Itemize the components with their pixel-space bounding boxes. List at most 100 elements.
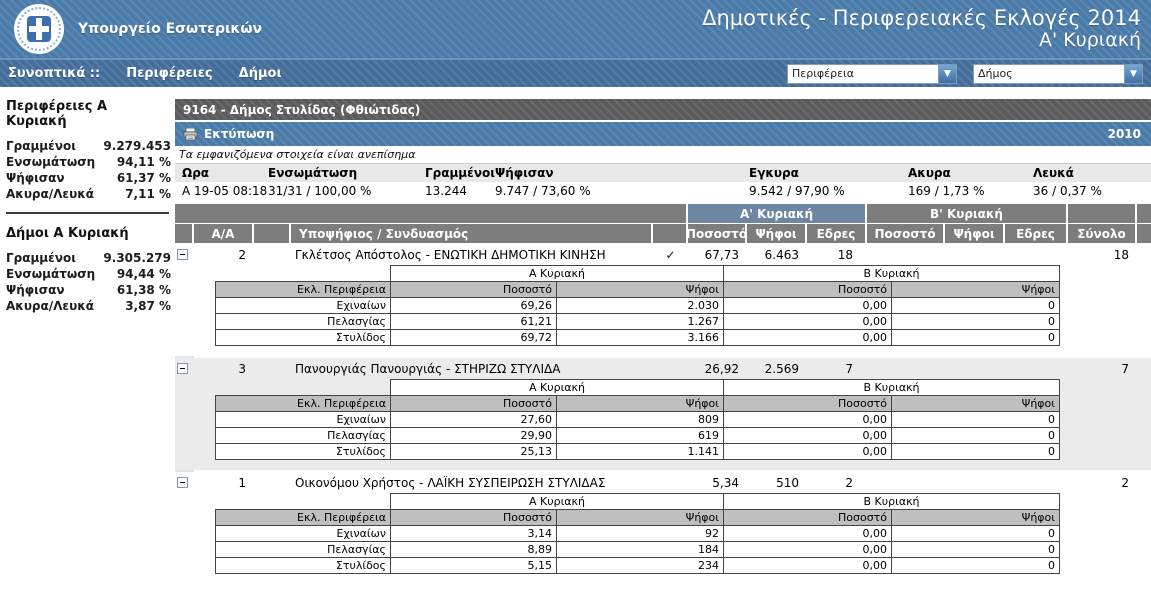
district-name: Εχιναίων [215, 525, 391, 542]
chevron-down-icon[interactable]: ▼ [938, 64, 956, 83]
district-votes-a-header: Ψήφοι [555, 509, 725, 526]
district-header-spacer [216, 494, 391, 510]
expand-column-header [175, 224, 194, 243]
district-breakdown: Α Κυριακή Β Κυριακή Εκλ. Περιφέρεια Ποσοστό… [175, 379, 1151, 470]
district-round-header-row: Α Κυριακή Β Κυριακή [216, 493, 1061, 510]
district-round-header-row: Α Κυριακή Β Κυριακή [216, 379, 1061, 396]
stats-header-row: Ωρα Ενσωμάτωση Γραμμένοι Ψήφισαν Εγκυρα Ακυρα… [175, 163, 1151, 182]
aa-cell: 3 [238, 361, 246, 376]
stats-value-cell: 169 / 1,73 % [908, 184, 985, 198]
district-pct-b: 0,00 [723, 313, 893, 330]
district-column-header-row: Εκλ. Περιφέρεια Ποσοστό Ψήφοι Ποσοστό Ψήφοι [215, 395, 1061, 412]
stat-label: Ενσωμάτωση [6, 155, 96, 169]
district-table: Α Κυριακή Β Κυριακή Εκλ. Περιφέρεια Ποσοστό… [215, 379, 1061, 460]
nav-item-perifereies[interactable]: Περιφέρειες [126, 66, 213, 81]
sidebar-divider [6, 212, 169, 214]
stats-header-cell: Ωρα [182, 166, 210, 180]
election-title: Δημοτικές - Περιφερειακές Εκλογές 2014 [702, 6, 1141, 30]
sidebar-section: Δήμοι Α Κυριακή Γραμμένοι 9.305.279 Ενσωμάτ… [6, 226, 171, 314]
results-table: Α' Κυριακή Β' Κυριακή Α/Α Υποψήφιος / Συ… [175, 204, 1151, 584]
page-title: Δημοτικές - Περιφερειακές Εκλογές 2014 Α… [702, 6, 1141, 52]
district-votes-a: 3.166 [555, 329, 725, 346]
district-pct-a-header: Ποσοστό [390, 281, 557, 298]
district-round-a-header: Α Κυριακή [389, 493, 725, 510]
district-pct-a: 5,15 [390, 557, 557, 574]
print-button[interactable]: Εκτύπωση [183, 127, 274, 141]
district-votes-a-header: Ψήφοι [555, 281, 725, 298]
district-table: Α Κυριακή Β Κυριακή Εκλ. Περιφέρεια Ποσοστό… [215, 493, 1061, 574]
collapse-toggle-icon[interactable] [177, 363, 188, 374]
greek-cross-shield-icon [27, 16, 51, 42]
district-pct-a: 27,60 [390, 411, 557, 428]
district-name: Πελασγίας [215, 313, 391, 330]
sidebar-section-title: Περιφέρειες Α Κυριακή [6, 99, 108, 129]
district-votes-b-header: Ψήφοι [891, 395, 1061, 412]
nav-selects: Περιφέρεια ▼ Δήμος ▼ [787, 63, 1143, 84]
sidebar-stat-row: Γραμμένοι 9.305.279 [6, 251, 171, 266]
seats-a-column-header: Εδρες [807, 224, 867, 243]
district-pct-b: 0,00 [723, 297, 893, 314]
nav-item-synoptika[interactable]: Συνοπτικά :: [8, 66, 101, 81]
stat-value: 7,11 % [125, 187, 171, 201]
district-pct-a: 69,72 [390, 329, 557, 346]
stat-value: 3,87 % [125, 299, 171, 313]
district-votes-b: 0 [891, 541, 1061, 558]
group-header-round-b: Β' Κυριακή [867, 204, 1068, 223]
district-votes-a: 234 [555, 557, 725, 574]
aa-cell: 1 [238, 475, 246, 490]
region-select[interactable]: Περιφέρεια ▼ [787, 63, 957, 84]
stats-value-cell: 9.542 / 97,90 % [749, 184, 845, 198]
stats-value-row: Α 19-05 08:18 31/31 / 100,00 % 13.244 9.747… [175, 182, 1151, 200]
seats-a-cell: 18 [837, 247, 853, 262]
brand: Υπουργείο Εσωτερικών [14, 4, 262, 54]
stats-value-cell: 9.747 / 73,60 % [495, 184, 591, 198]
district-votes-b: 0 [891, 297, 1061, 314]
chevron-down-icon[interactable]: ▼ [1124, 64, 1142, 83]
right-spacer-header [1137, 224, 1151, 243]
district-votes-b: 0 [891, 443, 1061, 460]
year-link[interactable]: 2010 [1107, 127, 1141, 141]
district-round-b-header: Β Κυριακή [723, 493, 1061, 510]
district-pct-a-header: Ποσοστό [390, 395, 557, 412]
expand-cell [175, 363, 194, 374]
seats-a-cell: 7 [845, 361, 853, 376]
district-votes-b: 0 [891, 525, 1061, 542]
candidate-row: 3 Πανουργιάς Πανουργιάς - ΣΤΗΡΙΖΩ ΣΤΥΛΙΔΑ… [175, 358, 1151, 379]
candidate-name: Γκλέτσος Απόστολος - ΕΝΩΤΙΚΗ ΔΗΜΟΤΙΚΗ ΚΙ… [295, 247, 606, 262]
elected-column-header [653, 224, 688, 243]
district-round-a-header: Α Κυριακή [389, 379, 725, 396]
votes-a-cell: 6.463 [764, 247, 799, 262]
district-pct-b: 0,00 [723, 329, 893, 346]
column-header-row: Α/Α Υποψήφιος / Συνδυασμός Ποσοστό Ψήφοι… [175, 224, 1151, 243]
stat-label: Ενσωμάτωση [6, 267, 96, 281]
stat-label: Ακυρα/Λευκά [6, 187, 94, 201]
district-header-spacer [216, 380, 391, 396]
greek-coat-of-arms-logo [14, 4, 64, 54]
district-name: Στυλίδος [215, 557, 391, 574]
municipality-select[interactable]: Δήμος ▼ [973, 63, 1143, 84]
district-row: Εχιναίων 69,26 2.030 0,00 0 [215, 297, 1061, 314]
stats-header-cell: Λευκά [1033, 166, 1074, 180]
district-votes-b: 0 [891, 329, 1061, 346]
district-column-header: Εκλ. Περιφέρεια [215, 281, 391, 298]
stats-header-cell: Ψήφισαν [495, 166, 554, 180]
collapse-toggle-icon[interactable] [177, 249, 188, 260]
stats-header-cell: Εγκυρα [749, 166, 799, 180]
nav-item-dimoi[interactable]: Δήμοι [238, 66, 282, 81]
stats-header-cell: Ενσωμάτωση [268, 166, 358, 180]
district-pct-b: 0,00 [723, 557, 893, 574]
district-column-header: Εκλ. Περιφέρεια [215, 395, 391, 412]
district-votes-b-header: Ψήφοι [891, 509, 1061, 526]
group-header-total-spacer [1068, 204, 1137, 223]
district-pct-b: 0,00 [723, 541, 893, 558]
district-column-header-row: Εκλ. Περιφέρεια Ποσοστό Ψήφοι Ποσοστό Ψήφοι [215, 509, 1061, 526]
candidate-row: 1 Οικονόμου Χρήστος - ΛΑΪΚΗ ΣΥΣΠΕΙΡΩΣΗ ΣΤ… [175, 472, 1151, 493]
district-round-header-row: Α Κυριακή Β Κυριακή [216, 265, 1061, 282]
content: Περιφέρειες Α Κυριακή Γραμμένοι 9.279.453 Ε… [0, 87, 1151, 586]
collapse-toggle-icon[interactable] [177, 477, 188, 488]
district-pct-b: 0,00 [723, 411, 893, 428]
stats-value-cell: 36 / 0,37 % [1033, 184, 1102, 198]
stats-value-cell: 31/31 / 100,00 % [268, 184, 372, 198]
district-row: Στυλίδος 5,15 234 0,00 0 [215, 557, 1061, 574]
